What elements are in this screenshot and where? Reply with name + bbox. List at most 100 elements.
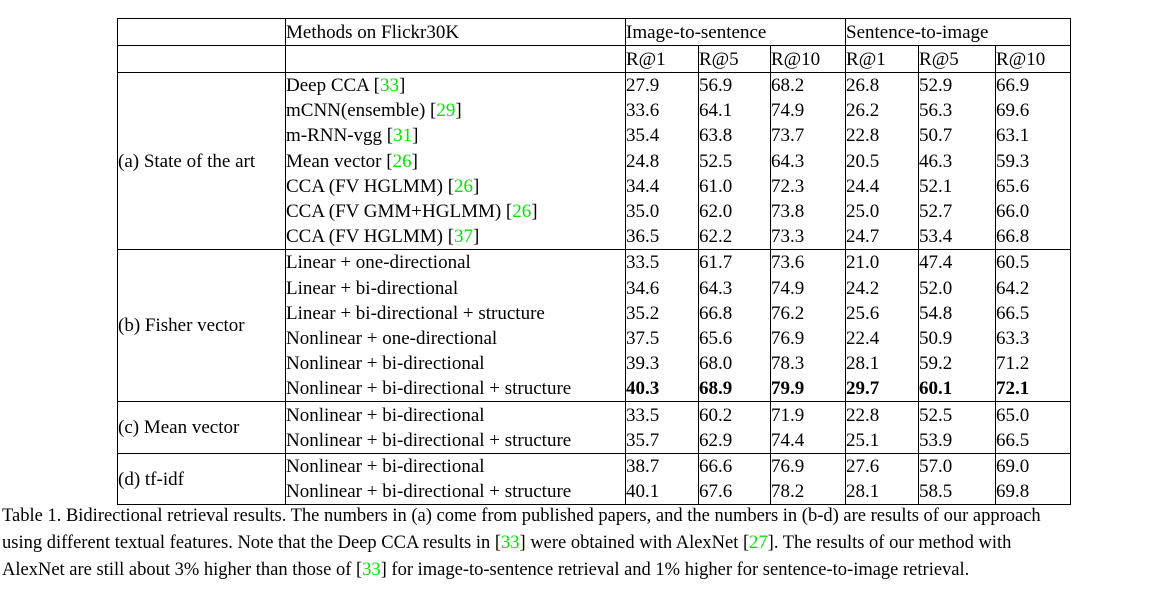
section-label: (b) Fisher vector (117, 249, 286, 403)
value-cell: 25.0 (845, 198, 919, 225)
table-row: CCA (FV GMM+HGLMM) [26] 35.0 62.0 73.8 25.0 5… (118, 198, 1071, 225)
value-cell: 56.9 (698, 72, 771, 99)
value-cell: 59.3 (995, 148, 1071, 174)
table-row: Linear + bi-directional 34.6 64.3 74.9 24.2 5… (118, 275, 1071, 301)
value-cell: 50.9 (918, 325, 996, 352)
method-cell: Linear + bi-directional + structure (285, 300, 626, 326)
citation-link[interactable]: 26 (454, 175, 474, 197)
table-row: Nonlinear + one-directional 37.5 65.6 76.9 2… (118, 325, 1071, 352)
value-cell: 57.0 (918, 453, 996, 479)
value-cell: 25.6 (845, 300, 919, 326)
caption-text: using different textual features. Note t… (2, 533, 502, 553)
value-cell: 71.9 (769, 401, 846, 428)
citation-link[interactable]: 27 (749, 533, 768, 553)
table-row: (d) tf-idf Nonlinear + bi-directional 38.7… (117, 453, 1071, 506)
value-cell: 52.5 (698, 148, 771, 174)
value-cell: 52.1 (918, 173, 996, 199)
value-cell: 66.8 (698, 300, 771, 326)
value-cell: 62.0 (698, 198, 771, 225)
table-row: Linear + bi-directional + structure 35.2 6… (118, 300, 1071, 326)
value-cell: 28.1 (845, 479, 919, 506)
value-cell: 71.2 (995, 351, 1071, 377)
metric-header-s2i-r10: R@10 (995, 45, 1071, 73)
table-row: (a) State of the art Deep CCA [33] 27.9 56.… (117, 72, 1071, 251)
table-metric-header-row: R@1 R@5 R@10 R@1 R@5 R@10 (117, 45, 1071, 73)
value-cell: 59.2 (918, 351, 996, 377)
citation-link[interactable]: 29 (436, 100, 456, 122)
value-cell: 64.1 (698, 98, 771, 124)
value-cell: 65.6 (698, 325, 771, 352)
metric-header-i2s-r10: R@10 (769, 45, 846, 73)
value-cell: 52.5 (918, 401, 996, 428)
value-cell: 33.6 (625, 98, 699, 124)
value-cell: 50.7 (918, 123, 996, 149)
methods-column-header: Methods on Flickr30K (285, 18, 626, 46)
caption-text: Table 1. Bidirectional retrieval results… (2, 506, 1041, 526)
value-cell: 21.0 (845, 249, 919, 276)
value-cell: 39.3 (625, 351, 699, 377)
method-cell: Nonlinear + bi-directional (285, 453, 626, 479)
value-cell: 52.0 (918, 275, 996, 301)
caption-text: ] for image-to-sentence retrieval and 1%… (380, 560, 970, 580)
value-cell: 22.8 (845, 123, 919, 149)
value-cell: 76.9 (769, 325, 846, 352)
value-cell: 76.9 (769, 453, 846, 479)
method-cell: Linear + one-directional (285, 249, 626, 276)
value-cell: 56.3 (918, 98, 996, 124)
value-cell: 53.9 (918, 427, 996, 454)
value-cell: 74.9 (769, 275, 846, 301)
value-cell: 73.7 (769, 123, 846, 149)
value-cell: 25.1 (845, 427, 919, 454)
caption-line: using different textual features. Note t… (2, 530, 1165, 557)
value-cell: 66.5 (995, 427, 1071, 454)
value-cell: 60.5 (995, 249, 1071, 276)
method-cell: Nonlinear + one-directional (285, 325, 626, 352)
corner-cell (117, 18, 286, 46)
citation-link[interactable]: 33 (501, 533, 520, 553)
citation-link[interactable]: 26 (512, 201, 532, 223)
value-cell: 46.3 (918, 148, 996, 174)
citation-link[interactable]: 33 (379, 75, 399, 97)
value-cell: 63.3 (995, 325, 1071, 352)
value-cell: 38.7 (625, 453, 699, 479)
value-cell: 68.2 (769, 72, 846, 99)
table-row: (b) Fisher vector Linear + one-directiona… (117, 249, 1071, 403)
citation-link[interactable]: 26 (392, 150, 412, 172)
value-cell: 72.1 (995, 376, 1071, 403)
value-cell: 29.7 (845, 376, 919, 403)
citation-link[interactable]: 31 (393, 125, 413, 147)
caption-text: AlexNet are still about 3% higher than t… (2, 560, 363, 580)
method-cell: CCA (FV HGLMM) [26] (285, 173, 626, 199)
value-cell: 24.7 (845, 224, 919, 251)
method-cell: CCA (FV HGLMM) [37] (285, 224, 626, 251)
caption-text: ] were obtained with AlexNet [ (519, 533, 750, 553)
metric-header-s2i-r5: R@5 (918, 45, 996, 73)
results-table-container: Methods on Flickr30K Image-to-sentence S… (117, 18, 1072, 506)
value-cell: 60.1 (918, 376, 996, 403)
value-cell: 69.6 (995, 98, 1071, 124)
results-table: Methods on Flickr30K Image-to-sentence S… (117, 18, 1072, 506)
value-cell: 35.7 (625, 427, 699, 454)
method-cell: Deep CCA [33] (285, 72, 626, 99)
method-cell: Nonlinear + bi-directional (285, 401, 626, 428)
value-cell: 24.8 (625, 148, 699, 174)
method-cell: mCNN(ensemble) [29] (285, 98, 626, 124)
value-cell: 20.5 (845, 148, 919, 174)
table-row: (c) Mean vector Nonlinear + bi-directiona… (117, 401, 1071, 454)
value-cell: 65.6 (995, 173, 1071, 199)
value-cell: 26.2 (845, 98, 919, 124)
group-header-image-to-sentence: Image-to-sentence (624, 18, 846, 46)
value-cell: 54.8 (918, 300, 996, 326)
citation-link[interactable]: 33 (362, 560, 381, 580)
table-group-header-row: Methods on Flickr30K Image-to-sentence S… (117, 18, 1071, 46)
table-row: Nonlinear + bi-directional + structure 40… (118, 479, 1071, 506)
value-cell: 28.1 (845, 351, 919, 377)
citation-link[interactable]: 37 (454, 226, 474, 248)
value-cell: 73.3 (769, 224, 846, 251)
caption-text: ]. The results of our method with (767, 533, 1012, 553)
table-row: CCA (FV HGLMM) [37] 36.5 62.2 73.3 24.7 53.4 6… (118, 224, 1071, 251)
table-row: CCA (FV HGLMM) [26] 34.4 61.0 72.3 24.4 52.1 6… (118, 173, 1071, 199)
value-cell: 34.4 (625, 173, 699, 199)
value-cell: 69.0 (995, 453, 1071, 479)
method-cell: Nonlinear + bi-directional (285, 351, 626, 377)
